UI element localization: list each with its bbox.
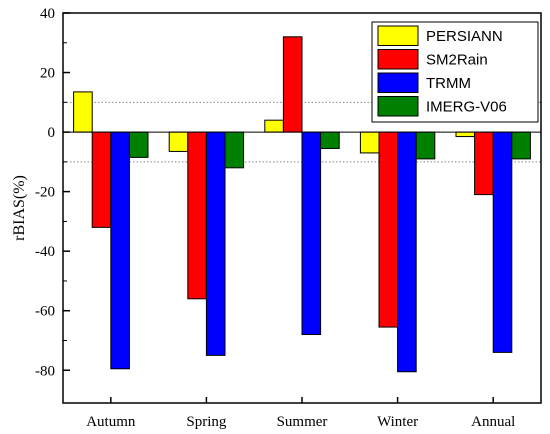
y-tick-label: 0 <box>48 125 56 141</box>
x-tick-label: Annual <box>471 414 515 430</box>
bar-persiann-autumn <box>73 91 93 133</box>
bar-trmm-autumn <box>110 131 130 370</box>
x-tick-label: Winter <box>377 414 418 430</box>
legend-label-trmm: TRMM <box>426 75 471 92</box>
bar-trmm-annual <box>492 131 513 353</box>
bar-persiann-summer <box>264 119 284 133</box>
bar-trmm-summer <box>301 131 322 336</box>
y-tick-label: -20 <box>35 185 55 201</box>
legend: PERSIANN SM2Rain TRMM IMERG-V06 <box>371 21 539 123</box>
bar-imerg-v06-annual <box>511 131 531 160</box>
y-tick-label: -80 <box>35 363 55 379</box>
legend-swatch-persiann <box>377 25 419 46</box>
y-tick-label: -60 <box>35 304 55 320</box>
bar-trmm-spring <box>205 131 226 356</box>
legend-swatch-trmm <box>377 72 419 93</box>
bar-persiann-spring <box>168 131 189 152</box>
y-axis-title: rBIAS(%) <box>11 175 28 241</box>
legend-swatch-sm2rain <box>377 49 419 70</box>
bar-sm2rain-autumn <box>91 131 112 228</box>
bar-imerg-v06-spring <box>224 131 245 169</box>
bar-sm2rain-summer <box>282 36 303 133</box>
legend-swatch-imerg-v06 <box>377 96 419 117</box>
legend-label-sm2rain: SM2Rain <box>426 52 488 69</box>
bar-sm2rain-winter <box>378 131 399 328</box>
x-tick-label: Autumn <box>86 414 136 430</box>
y-tick-label: -40 <box>35 244 55 260</box>
x-tick-label: Spring <box>186 414 227 430</box>
bar-imerg-v06-summer <box>320 131 340 149</box>
bar-trmm-winter <box>397 131 417 373</box>
legend-label-persiann: PERSIANN <box>426 28 503 45</box>
bar-persiann-winter <box>359 131 380 154</box>
y-tick-label: 40 <box>40 6 55 22</box>
bar-imerg-v06-autumn <box>128 131 149 158</box>
bar-sm2rain-annual <box>474 131 494 196</box>
y-tick-label: 20 <box>40 66 55 82</box>
legend-label-imerg-v06: IMERG-V06 <box>426 99 507 116</box>
x-tick-label: Summer <box>277 414 328 430</box>
bar-sm2rain-spring <box>187 131 207 300</box>
bar-imerg-v06-winter <box>415 131 436 160</box>
plot-area: 40 20 0 -20 -40 -60 -80 Autumn Spring Summer Winte… <box>35 6 542 430</box>
bar-persiann-annual <box>455 131 476 138</box>
